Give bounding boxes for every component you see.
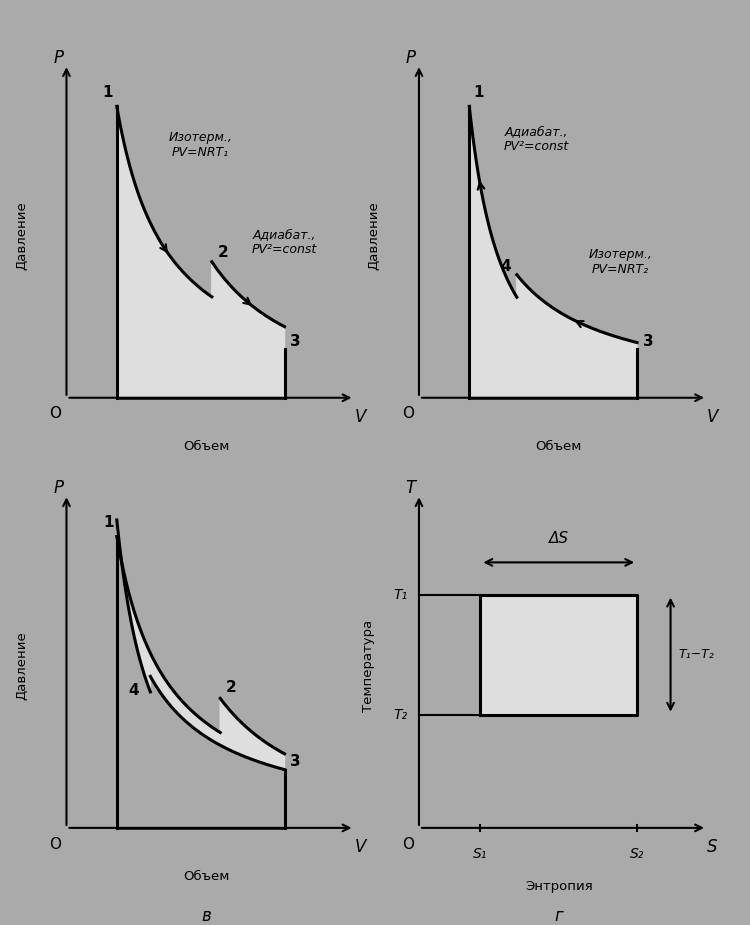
Text: P: P	[53, 49, 63, 67]
Text: 1: 1	[104, 515, 114, 530]
Text: Давление: Давление	[15, 632, 28, 700]
Text: O: O	[50, 406, 62, 422]
Text: г: г	[554, 906, 563, 925]
Text: 3: 3	[643, 334, 653, 349]
Text: а: а	[201, 476, 211, 495]
Text: 1: 1	[102, 85, 112, 100]
Text: V: V	[706, 408, 718, 426]
Text: Давление: Давление	[368, 202, 381, 270]
Text: S₁: S₁	[473, 847, 488, 861]
Text: ΔS: ΔS	[549, 531, 568, 546]
Text: T: T	[406, 479, 416, 497]
Text: Температура: Температура	[362, 620, 375, 712]
Text: 1: 1	[473, 85, 484, 100]
Text: V: V	[354, 838, 366, 857]
Text: Адиабат.,
PV²=const: Адиабат., PV²=const	[504, 125, 569, 153]
Text: Объем: Объем	[183, 439, 230, 453]
Text: V: V	[354, 408, 366, 426]
Text: Изотерм.,
PV=NRT₂: Изотерм., PV=NRT₂	[588, 248, 652, 276]
Polygon shape	[470, 106, 637, 398]
Polygon shape	[117, 106, 284, 398]
Text: Объем: Объем	[183, 870, 230, 883]
Text: O: O	[402, 406, 414, 422]
Text: P: P	[53, 479, 63, 497]
Text: O: O	[402, 836, 414, 852]
Text: S₂: S₂	[630, 847, 644, 861]
Text: 2: 2	[226, 680, 236, 695]
Text: P: P	[406, 49, 416, 67]
Text: T₂: T₂	[394, 708, 408, 722]
Text: O: O	[50, 836, 62, 852]
Text: б: б	[554, 476, 564, 495]
Text: 3: 3	[290, 755, 301, 770]
Text: в: в	[201, 906, 211, 925]
Text: 4: 4	[500, 260, 511, 275]
Text: 3: 3	[290, 334, 301, 349]
Polygon shape	[117, 520, 284, 770]
Text: Энтропия: Энтропия	[525, 880, 592, 893]
Text: Объем: Объем	[536, 439, 582, 453]
Text: Изотерм.,
PV=NRT₁: Изотерм., PV=NRT₁	[169, 131, 232, 159]
Text: 2: 2	[217, 245, 228, 260]
Text: T₁−T₂: T₁−T₂	[679, 648, 715, 661]
Text: Давление: Давление	[15, 202, 28, 270]
Text: Адиабат.,
PV²=const: Адиабат., PV²=const	[252, 228, 317, 256]
Polygon shape	[481, 595, 637, 714]
Text: S: S	[707, 838, 718, 857]
Text: T₁: T₁	[394, 587, 408, 602]
Text: 4: 4	[128, 684, 139, 698]
